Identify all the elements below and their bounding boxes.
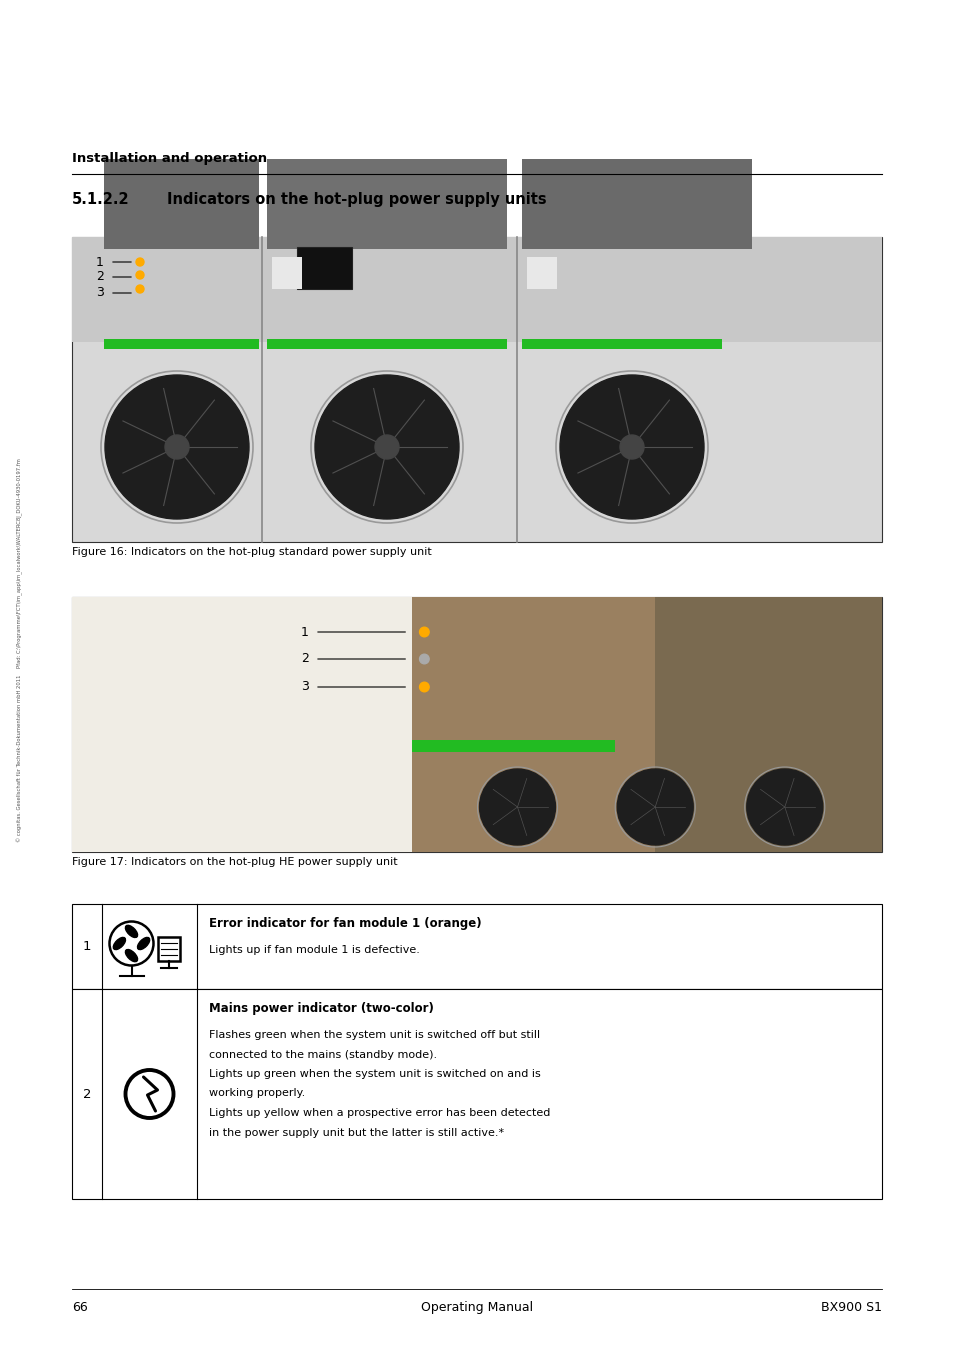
Ellipse shape — [125, 950, 137, 962]
Text: © cognitas. Gesellschaft für Technik-Dokumentation mbH 2011    Pfad: C:\Programm: © cognitas. Gesellschaft für Technik-Dok… — [17, 458, 23, 842]
Text: Flashes green when the system unit is switched off but still: Flashes green when the system unit is sw… — [209, 1029, 539, 1040]
Bar — [412, 597, 882, 852]
Bar — [296, 247, 352, 289]
Text: Installation and operation: Installation and operation — [71, 153, 267, 165]
Text: 2: 2 — [301, 653, 309, 666]
Text: Operating Manual: Operating Manual — [420, 1301, 533, 1315]
Circle shape — [559, 376, 703, 519]
Ellipse shape — [125, 925, 137, 938]
Text: Mains power indicator (two-color): Mains power indicator (two-color) — [209, 1002, 434, 1015]
Text: 1: 1 — [83, 940, 91, 952]
Text: 66: 66 — [71, 1301, 88, 1315]
Bar — [412, 597, 655, 852]
Bar — [104, 339, 258, 349]
Circle shape — [479, 769, 555, 844]
Text: Error indicator for fan module 1 (orange): Error indicator for fan module 1 (orange… — [209, 917, 481, 929]
Ellipse shape — [113, 938, 126, 950]
Bar — [272, 257, 302, 289]
Text: BX900 S1: BX900 S1 — [821, 1301, 882, 1315]
Text: Figure 16: Indicators on the hot-plug standard power supply unit: Figure 16: Indicators on the hot-plug st… — [71, 547, 432, 557]
Bar — [526, 257, 557, 289]
Circle shape — [165, 435, 189, 459]
Bar — [521, 339, 721, 349]
Bar — [71, 597, 882, 852]
Text: Figure 17: Indicators on the hot-plug HE power supply unit: Figure 17: Indicators on the hot-plug HE… — [71, 857, 397, 867]
Circle shape — [314, 376, 458, 519]
Circle shape — [619, 435, 643, 459]
Bar — [71, 236, 882, 542]
Circle shape — [136, 285, 144, 293]
Bar — [71, 904, 882, 989]
Text: 5.1.2.2: 5.1.2.2 — [71, 192, 130, 207]
Text: 2: 2 — [96, 270, 104, 284]
Text: Indicators on the hot-plug power supply units: Indicators on the hot-plug power supply … — [167, 192, 546, 207]
Text: 3: 3 — [96, 286, 104, 300]
Bar — [71, 597, 412, 852]
Circle shape — [419, 682, 429, 692]
Circle shape — [419, 627, 429, 636]
Circle shape — [136, 258, 144, 266]
Text: working properly.: working properly. — [209, 1089, 305, 1098]
Bar — [104, 159, 258, 249]
Text: Lights up if fan module 1 is defective.: Lights up if fan module 1 is defective. — [209, 944, 419, 955]
Text: 3: 3 — [301, 681, 309, 693]
Text: 2: 2 — [83, 1088, 91, 1101]
Bar — [412, 740, 614, 753]
Circle shape — [136, 272, 144, 280]
Circle shape — [128, 939, 135, 947]
Text: Lights up green when the system unit is switched on and is: Lights up green when the system unit is … — [209, 1069, 540, 1079]
Bar — [71, 989, 882, 1198]
Circle shape — [617, 769, 693, 844]
Text: in the power supply unit but the latter is still active.*: in the power supply unit but the latter … — [209, 1128, 503, 1138]
Text: connected to the mains (standby mode).: connected to the mains (standby mode). — [209, 1050, 436, 1059]
Circle shape — [375, 435, 398, 459]
Bar — [267, 339, 506, 349]
Bar — [71, 236, 882, 342]
Bar — [267, 159, 506, 249]
Bar — [157, 936, 179, 961]
Bar — [521, 159, 751, 249]
Text: 1: 1 — [96, 255, 104, 269]
Circle shape — [746, 769, 821, 844]
Circle shape — [105, 376, 249, 519]
Text: Lights up yellow when a prospective error has been detected: Lights up yellow when a prospective erro… — [209, 1108, 550, 1119]
Text: 1: 1 — [301, 626, 309, 639]
Ellipse shape — [137, 938, 150, 950]
Circle shape — [419, 654, 429, 663]
